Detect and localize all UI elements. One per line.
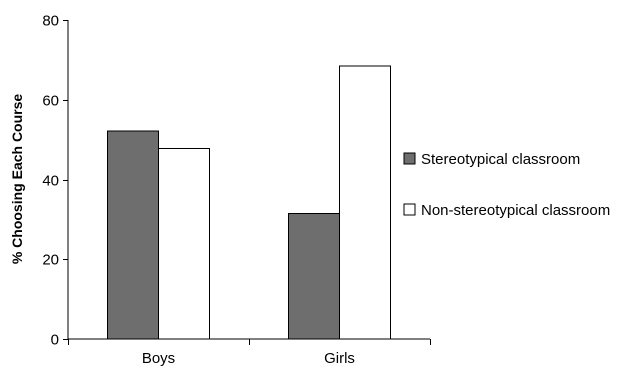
y-tick-label-60: 60 [42,93,59,110]
legend: Stereotypical classroom Non-stereotypical… [403,151,610,219]
bar-girls-non-stereotypical-classroom [339,65,391,340]
y-axis-label-group: % Choosing Each Course [9,94,25,265]
legend-label-stereotypical-classroom: Stereotypical classroom [421,151,580,168]
y-tick-label-80: 80 [42,13,59,30]
y-tick-label-20: 20 [42,252,59,269]
x-tick-label-boys: Boys [142,350,175,367]
axes-group [63,20,431,345]
y-tick-label-40: 40 [42,173,59,190]
bar-boys-non-stereotypical-classroom [158,147,210,340]
legend-swatch-stereotypical-classroom [403,152,416,165]
y-tick-label-0: 0 [51,332,59,349]
legend-swatch-non-stereotypical-classroom [403,203,416,216]
bars-group [107,65,391,340]
bar-girls-stereotypical-classroom [288,212,340,340]
ticks-group: 0 20 40 60 80 Boys Girls [42,13,355,368]
legend-label-non-stereotypical-classroom: Non-stereotypical classroom [421,202,610,219]
bar-boys-stereotypical-classroom [107,130,159,340]
x-tick-label-girls: Girls [324,350,355,367]
y-axis-label: % Choosing Each Course [9,94,25,265]
